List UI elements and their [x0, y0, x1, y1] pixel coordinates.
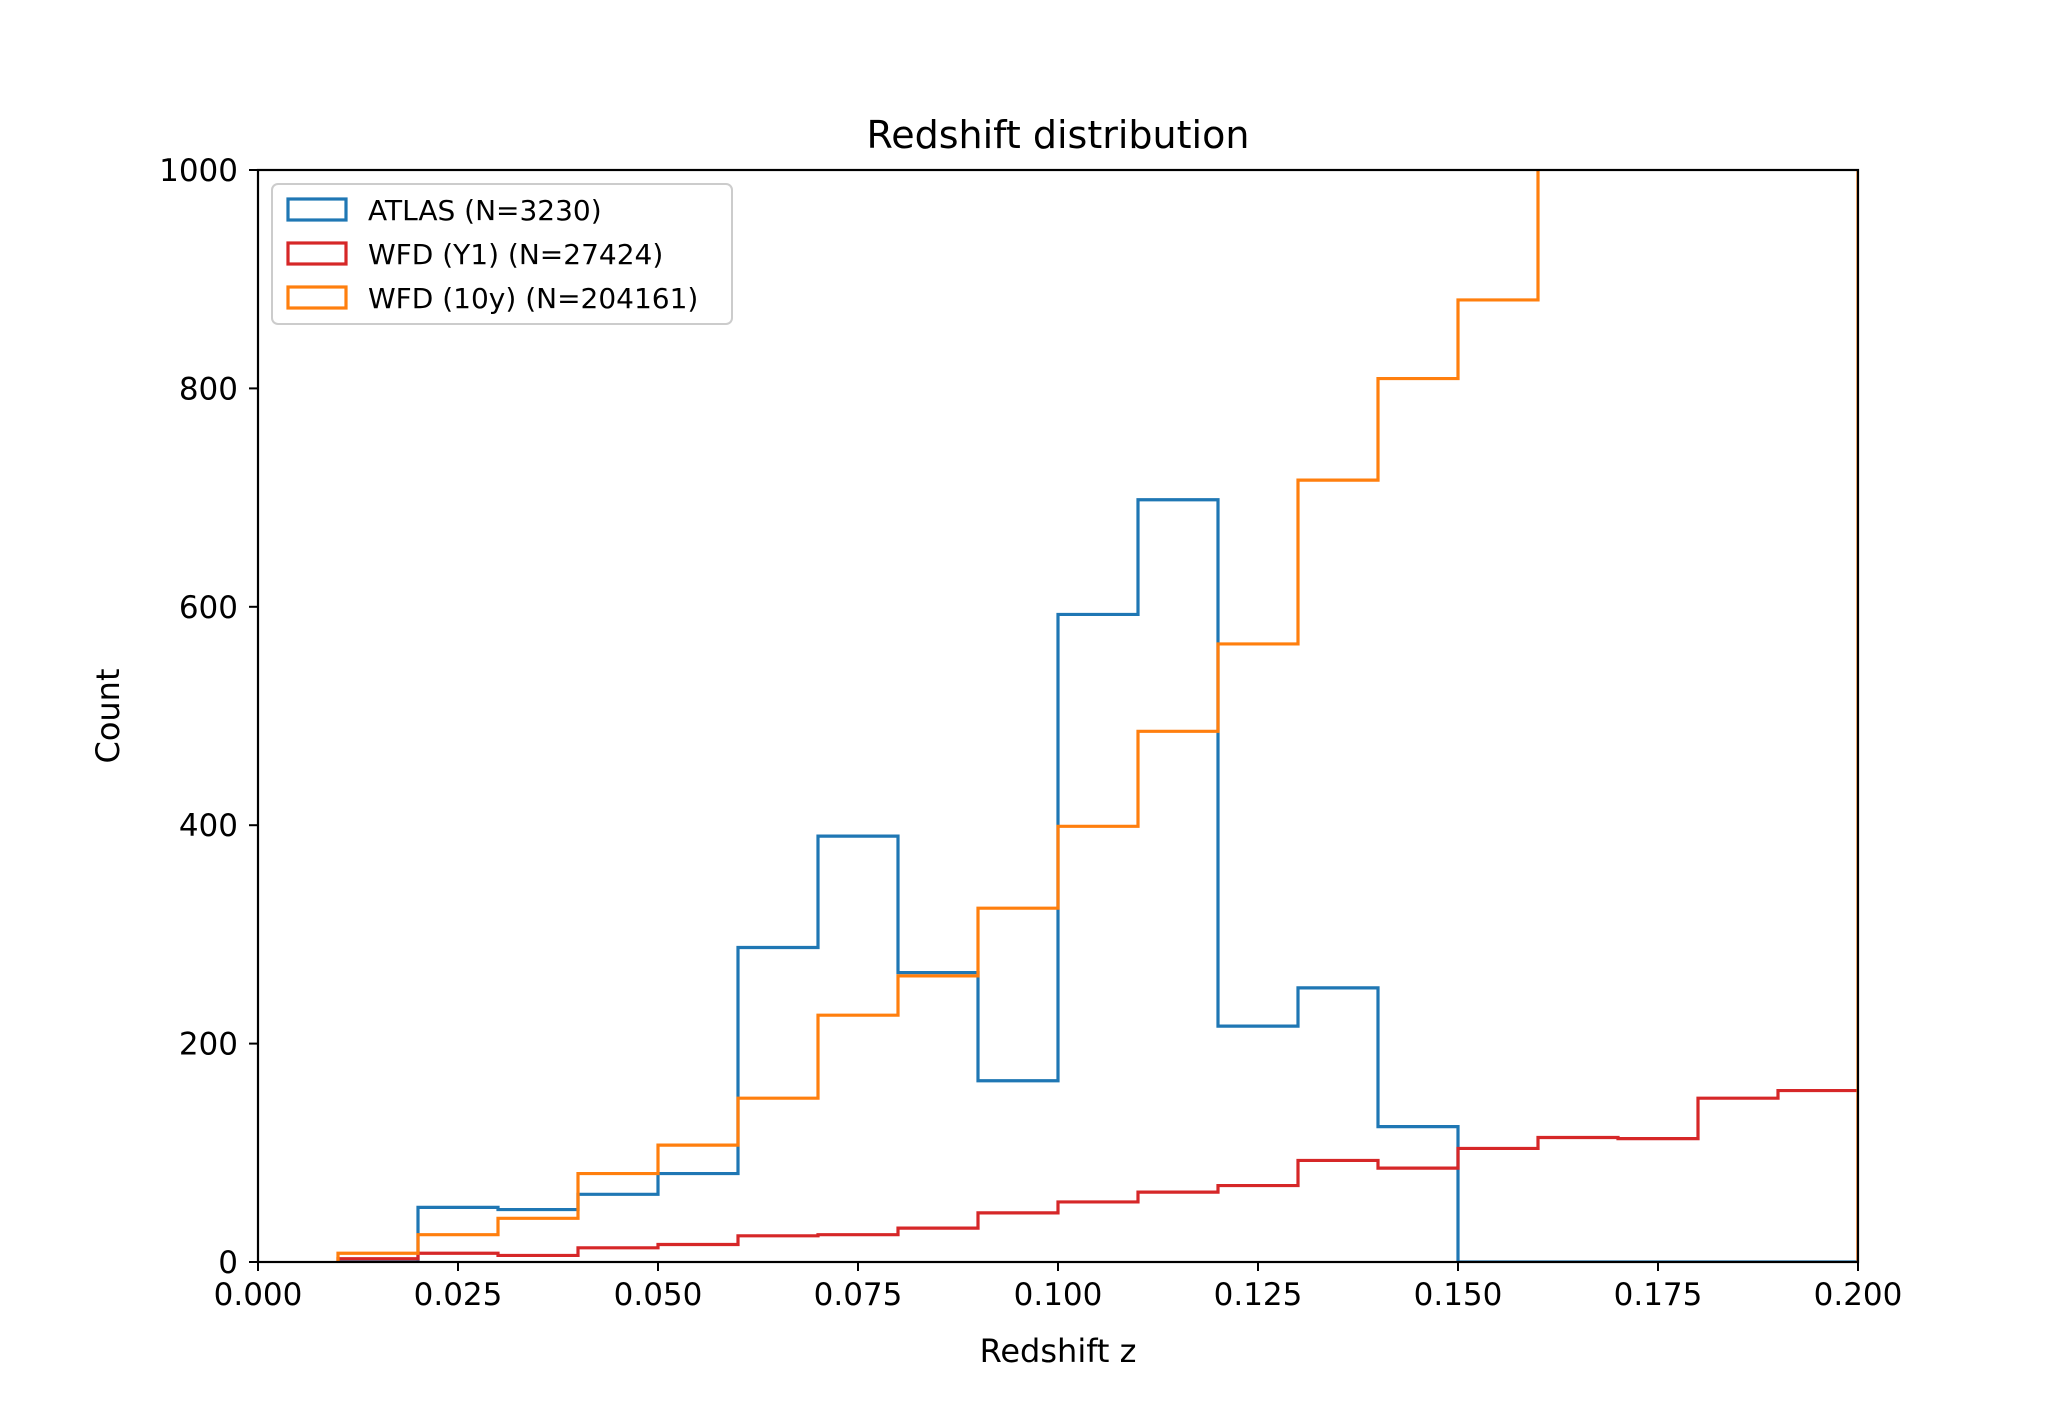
x-tick-label: 0.125 [1214, 1277, 1303, 1313]
y-tick-label: 1000 [159, 153, 238, 189]
histogram-series-1 [336, 1088, 1858, 1262]
legend: ATLAS (N=3230) WFD (Y1) (N=27424) WFD (10y… [271, 183, 733, 325]
x-tick-label: 0.100 [1014, 1277, 1103, 1313]
x-tick-label: 0.175 [1614, 1277, 1703, 1313]
legend-items: ATLAS (N=3230) WFD (Y1) (N=27424) WFD (10y… [286, 194, 698, 315]
legend-label-0: ATLAS (N=3230) [368, 194, 602, 227]
x-tick-label: 0.050 [614, 1277, 703, 1313]
legend-label-1: WFD (Y1) (N=27424) [368, 238, 663, 271]
histogram-series-0 [338, 498, 1858, 1262]
x-tick-label: 0.000 [214, 1277, 303, 1313]
y-tick-label: 600 [179, 590, 238, 626]
legend-swatch-2 [286, 285, 348, 310]
y-tick-label: 0 [218, 1245, 238, 1281]
legend-label-2: WFD (10y) (N=204161) [368, 282, 698, 315]
histogram-series-2 [336, 170, 1858, 1262]
legend-swatch-1 [286, 241, 348, 266]
x-tick-label: 0.150 [1414, 1277, 1503, 1313]
legend-swatch-0 [286, 197, 348, 222]
x-tick-label: 0.025 [414, 1277, 503, 1313]
y-tick-label: 400 [179, 808, 238, 844]
series-layer [336, 170, 1858, 1262]
x-axis-label: Redshift z [980, 1332, 1137, 1370]
y-tick-label: 800 [179, 371, 238, 407]
x-tick-label: 0.200 [1814, 1277, 1903, 1313]
y-tick-label: 200 [179, 1027, 238, 1063]
x-axis-ticks: 0.000 0.025 0.050 0.075 0.100 0.125 0.150 0.175… [214, 1262, 1903, 1313]
y-axis-ticks: 0 200 400 600 800 1000 [159, 153, 258, 1281]
x-tick-label: 0.075 [814, 1277, 903, 1313]
legend-box [271, 183, 733, 325]
y-axis-label: Count [89, 668, 127, 763]
chart-title: Redshift distribution [867, 113, 1250, 157]
